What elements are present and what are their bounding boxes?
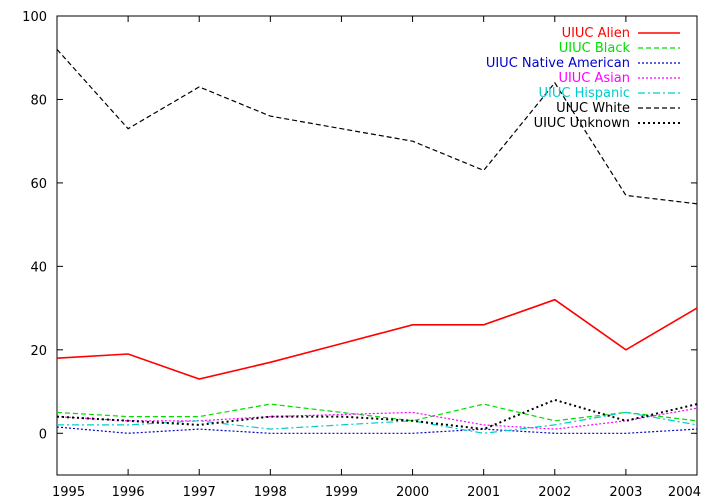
y-tick-label: 60	[30, 177, 47, 192]
x-tick-label: 2004	[668, 485, 701, 500]
series-line-1	[56, 403, 698, 422]
series-line-3	[56, 407, 698, 430]
legend-label-0: UIUC Alien	[562, 26, 630, 41]
x-tick-label: 1996	[112, 485, 145, 500]
series-line-5	[56, 48, 698, 205]
x-tick-label: 2000	[396, 485, 429, 500]
x-tick-label: 1995	[52, 485, 85, 500]
series-line-0	[56, 298, 698, 380]
y-tick-label: 100	[22, 10, 47, 25]
x-tick-label: 2003	[609, 485, 642, 500]
series-line-6	[56, 398, 698, 431]
legend-label-6: UIUC Unknown	[534, 116, 630, 131]
y-tick-label: 40	[30, 260, 47, 275]
series-line-2	[56, 426, 698, 434]
x-tick-label: 2002	[538, 485, 571, 500]
legend-label-4: UIUC Hispanic	[539, 86, 630, 101]
y-tick-label: 0	[39, 427, 47, 442]
x-tick-label: 1997	[183, 485, 216, 500]
x-tick-label: 1999	[325, 485, 358, 500]
y-tick-label: 80	[30, 93, 47, 108]
plot-frame	[56, 15, 698, 476]
legend-label-3: UIUC Asian	[558, 71, 630, 86]
x-tick-label: 2001	[467, 485, 500, 500]
x-axis-ticks: 1995 1996 1997 1998 1999 2000 2001 2002 2003 2004	[52, 16, 701, 500]
x-tick-label: 1998	[254, 485, 287, 500]
legend-label-5: UIUC White	[556, 101, 630, 116]
y-tick-label: 20	[30, 344, 47, 359]
legend-label-2: UIUC Native American	[486, 56, 630, 71]
y-axis-ticks: 0 20 40 60 80 100	[22, 10, 697, 442]
series-lines	[56, 48, 698, 434]
legend-label-1: UIUC Black	[559, 41, 631, 56]
